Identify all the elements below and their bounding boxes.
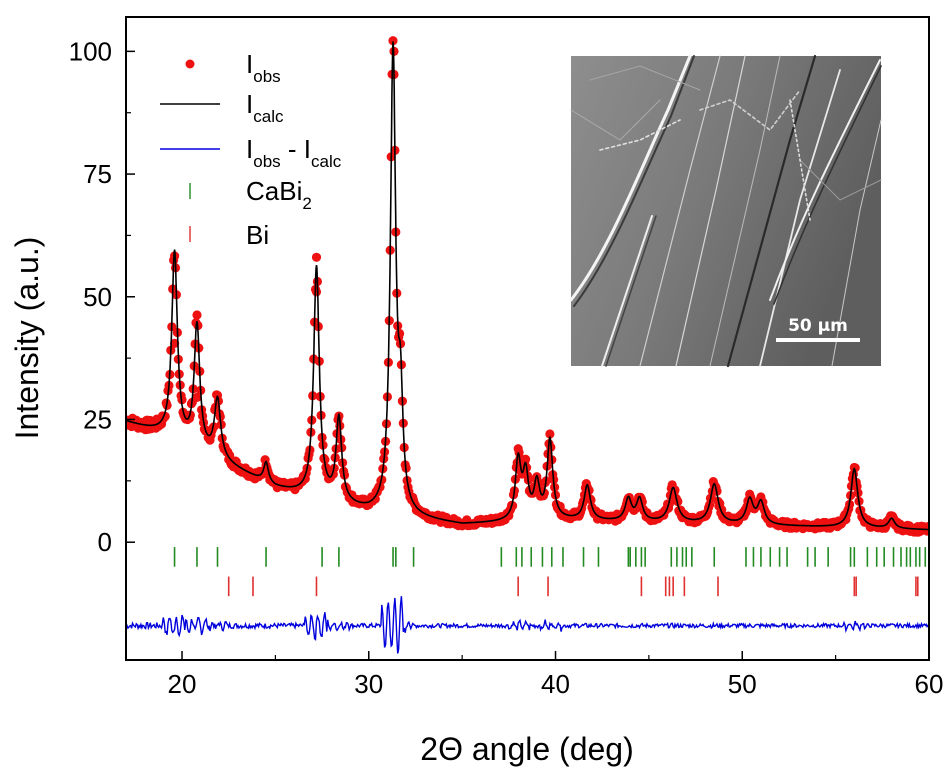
obs-point (370, 494, 380, 504)
cabi2-reflection-ticks (173, 547, 927, 567)
legend-label-calc: Icalc (246, 89, 284, 126)
y-tick-label: 50 (83, 282, 112, 312)
scale-bar (776, 338, 860, 342)
x-tick-label: 50 (728, 669, 757, 699)
legend-label-cabi2: CaBi2 (246, 176, 312, 213)
legend-label-bi: Bi (246, 220, 269, 250)
obs-point (521, 454, 531, 464)
legend-label-diff: Iobs - Icalc (246, 134, 342, 171)
obs-point (192, 392, 202, 402)
obs-point (192, 310, 202, 320)
x-axis-title: 2Θ angle (deg) (420, 731, 633, 767)
y-tick-label: 75 (83, 159, 112, 189)
y-axis: 0 25 50 75 100 (69, 36, 135, 557)
obs-point (545, 429, 555, 439)
difference-series-line (126, 596, 929, 654)
y-tick-label: 0 (98, 527, 112, 557)
plot-area (126, 36, 929, 654)
x-tick-label: 40 (541, 669, 570, 699)
legend: Iobs Icalc Iobs - Icalc CaBi2 Bi (160, 49, 342, 250)
obs-point (395, 328, 405, 339)
obs-point (311, 252, 322, 262)
legend-marker-obs (185, 59, 195, 69)
legend-label-obs: Iobs (246, 49, 281, 86)
bi-reflection-ticks (227, 576, 919, 597)
calc-series-line (126, 41, 929, 531)
y-tick-label: 100 (69, 36, 112, 66)
y-tick-label: 25 (83, 404, 112, 434)
x-axis: 20 30 40 50 60 (168, 651, 944, 699)
micrograph-inset: 50 μm (569, 54, 882, 368)
x-tick-label: 30 (354, 669, 383, 699)
plot-frame (125, 16, 930, 661)
obs-point (311, 287, 322, 297)
scale-bar-label: 50 μm (788, 316, 848, 336)
obs-point (388, 36, 398, 46)
micrograph-features (569, 54, 882, 368)
obs-point (170, 338, 180, 348)
y-axis-title: Intensity (a.u.) (9, 237, 45, 440)
x-tick-label: 20 (168, 669, 197, 699)
x-tick-label: 60 (915, 669, 944, 699)
